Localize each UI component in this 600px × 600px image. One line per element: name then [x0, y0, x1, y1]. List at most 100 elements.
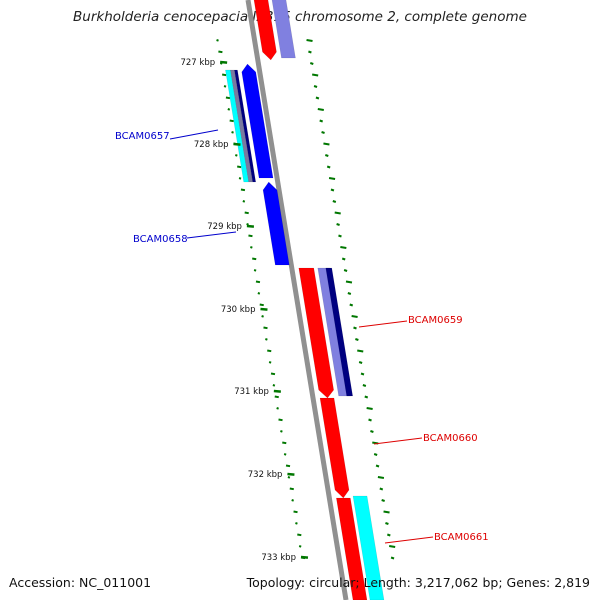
- gc-dot: [377, 476, 385, 479]
- gc-dot: [357, 349, 364, 353]
- tick-label: 730 kbp: [221, 305, 256, 315]
- gc-dot: [248, 234, 253, 238]
- gc-dot: [253, 269, 257, 272]
- gene-labels: BCAM0657 BCAM0658 BCAM0659 BCAM0660 BCAM0661: [115, 129, 489, 544]
- gc-dot: [216, 39, 219, 42]
- tick-label: 729 kbp: [207, 222, 242, 232]
- gc-dot: [234, 154, 238, 157]
- gene-arrow-bcam0660: [319, 397, 350, 499]
- gc-dot: [315, 96, 320, 100]
- gc-skew-dots: [216, 39, 396, 560]
- gc-dot: [263, 326, 268, 330]
- gene-arrow-bcam0657: [241, 63, 274, 179]
- gc-dot: [383, 510, 390, 514]
- gc-dot: [280, 430, 283, 433]
- label-leader-line: [186, 231, 237, 239]
- feature-cyan-bottom: [352, 495, 385, 600]
- gc-dot: [227, 108, 231, 111]
- tick-mark: [246, 224, 255, 228]
- gene-label-bcam0658: BCAM0658: [133, 234, 188, 245]
- gc-dot: [343, 269, 348, 272]
- tick-mark: [260, 307, 268, 311]
- gc-dot: [351, 315, 358, 318]
- gc-dot: [355, 338, 359, 341]
- gc-dot: [242, 200, 246, 203]
- gc-dot: [272, 384, 276, 387]
- gc-dot: [246, 223, 249, 226]
- gc-dot: [223, 85, 227, 88]
- gc-dot: [250, 246, 253, 249]
- gc-dot: [276, 407, 279, 410]
- gene-arrow-bcam0659: [298, 267, 334, 399]
- gc-dot: [334, 211, 341, 215]
- gene-label-bcam0660: BCAM0660: [423, 433, 478, 444]
- gc-dot: [370, 430, 374, 433]
- gc-dot: [225, 96, 231, 100]
- gc-dot: [257, 292, 261, 295]
- gc-dot: [390, 556, 395, 560]
- gc-dot: [319, 119, 323, 123]
- gc-dot: [270, 372, 276, 376]
- accession-text: Accession: NC_011001: [9, 575, 152, 590]
- gc-dot: [347, 292, 352, 295]
- feature-navy-right: [325, 267, 353, 397]
- gc-dot: [366, 407, 373, 410]
- gene-label-bcam0659: BCAM0659: [408, 315, 463, 326]
- gc-dot: [317, 108, 324, 111]
- tick-label: 727 kbp: [180, 58, 215, 68]
- gc-dot: [261, 315, 264, 318]
- feature-lavender-top: [271, 0, 296, 59]
- gc-dot: [267, 349, 272, 353]
- gc-dot: [295, 522, 298, 525]
- gc-dot: [340, 246, 347, 249]
- gc-dot: [240, 188, 246, 192]
- feature-blocks: [225, 0, 385, 600]
- gc-dot: [360, 372, 365, 376]
- gc-dot: [298, 545, 302, 548]
- gc-dot: [229, 119, 234, 123]
- gc-dot: [268, 361, 272, 364]
- gc-dot: [313, 85, 318, 88]
- gc-dot: [341, 257, 346, 261]
- gc-dot: [326, 165, 331, 169]
- gc-dot: [368, 418, 372, 422]
- gc-dot: [389, 545, 396, 548]
- tick-mark: [233, 142, 241, 146]
- gc-dot: [237, 165, 242, 169]
- gc-dot: [308, 50, 312, 54]
- gc-dot: [362, 384, 367, 387]
- gc-dot: [297, 533, 302, 537]
- gene-label-bcam0657: BCAM0657: [115, 131, 170, 142]
- gc-dot: [218, 50, 223, 54]
- gc-dot: [287, 476, 291, 479]
- gc-dot: [358, 361, 363, 364]
- gc-dot: [259, 303, 264, 307]
- gc-dot: [289, 487, 294, 491]
- gc-dot: [385, 522, 389, 525]
- tick-label: 732 kbp: [248, 470, 283, 480]
- gc-dot: [255, 280, 261, 284]
- label-leader-line: [384, 536, 434, 544]
- gc-dot: [345, 280, 353, 284]
- gc-dot: [221, 73, 227, 77]
- gc-dot: [238, 177, 242, 180]
- gc-dot: [291, 499, 294, 502]
- gc-dot: [379, 487, 384, 491]
- label-leader-line: [373, 437, 423, 445]
- gc-dot: [328, 177, 336, 180]
- gc-dot: [309, 62, 314, 65]
- gc-dot: [373, 453, 378, 456]
- gc-dot: [386, 533, 391, 537]
- tick-marks: 727 kbp 728 kbp 729 kbp 730 kbp 731 kbp 732 k…: [180, 58, 309, 563]
- gc-dot: [265, 338, 268, 341]
- gc-dot: [278, 418, 283, 422]
- backbone-line: [245, 0, 349, 600]
- gc-dot: [375, 464, 380, 468]
- tick-label: 733 kbp: [261, 553, 296, 563]
- gc-dot: [312, 73, 319, 77]
- label-leader-line: [169, 129, 219, 140]
- gc-dot: [306, 39, 313, 42]
- chromosome-backbone: [245, 0, 349, 600]
- genome-summary-text: Topology: circular; Length: 3,217,062 bp…: [246, 575, 590, 590]
